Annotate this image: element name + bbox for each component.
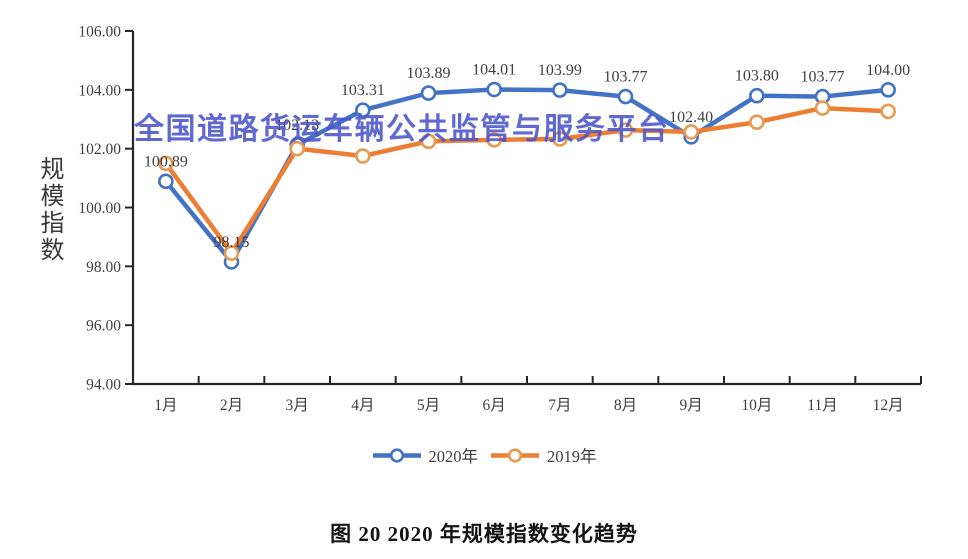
data-label-2020年-1月: 100.89 [144,153,188,170]
data-point-2019年-9月 [683,124,699,140]
y-axis-tick-label: 100.00 [78,200,121,217]
data-point-2019年-1月 [158,155,174,172]
x-axis-tick-label: 6月 [483,397,506,414]
data-point-2020年-6月 [486,81,502,98]
figure-caption: 图 20 2020 年规模指数变化趋势 [330,522,638,546]
legend-label-2019: 2019年 [547,447,597,466]
data-point-2020年-10月 [749,87,765,104]
legend-marker-2019-icon [491,447,539,463]
x-axis-tick-label: 7月 [548,397,571,414]
data-point-2019年-7月 [552,131,568,147]
data-point-2019年-6月 [486,132,502,148]
data-point-2020年-4月 [355,102,371,118]
x-axis-tick-label: 9月 [680,397,703,414]
data-point-2020年-5月 [420,85,437,101]
y-axis-tick-label: 106.00 [78,24,121,41]
data-point-2019年-10月 [749,114,765,130]
data-point-2019年-4月 [355,148,371,164]
data-point-2019年-12月 [880,103,896,120]
data-label-2020年-2月: 98.15 [214,234,250,251]
watermark-text: 全国道路货运车辆公共监管与服务平台 [134,113,670,146]
data-point-2019年-8月 [617,122,634,138]
x-axis-tick-label: 8月 [614,397,637,414]
legend-label-2020: 2020年 [428,447,479,466]
data-point-2019年-2月 [223,245,240,261]
y-axis-tick-label: 102.00 [78,141,121,158]
y-axis-tick-label: 98.00 [86,259,121,276]
x-axis-tick-label: 2月 [220,397,243,414]
y-axis-title: 规模指数 [36,156,62,264]
data-point-2019年-11月 [814,100,831,116]
line-chart: 106.00 104.00 102.00 100.00 98.00 96.00 94.00 1… [78,24,922,414]
data-label-2020年-5月: 103.89 [407,65,451,82]
data-label-2020年-7月: 103.99 [538,62,582,79]
legend-marker-2020-icon [372,447,421,463]
data-label-2020年-12月: 104.00 [866,62,910,79]
data-label-2020年-11月: 103.77 [801,69,845,86]
data-point-2020年-12月 [880,82,896,98]
legend-item-2020: 2020年 [372,443,479,467]
x-axis-tick-label: 4月 [351,397,374,414]
data-label-2020年-8月: 103.77 [604,69,648,86]
series-line-2019年 [163,105,891,256]
data-point-2020年-8月 [617,88,634,105]
x-axis-tick-label: 1月 [154,397,177,414]
x-axis-tick-label: 5月 [417,397,440,414]
data-point-2019年-3月 [289,140,305,157]
x-axis-tick-label: 10月 [741,397,772,414]
data-point-2019年-5月 [420,133,437,150]
y-axis-tick-label: 94.00 [86,377,121,394]
legend-item-2019: 2019年 [490,443,597,467]
data-point-2020年-7月 [552,82,568,98]
data-label-2020年-4月: 103.31 [341,82,385,99]
data-point-2020年-1月 [158,173,174,190]
y-axis-tick-label: 104.00 [78,82,121,99]
x-axis-tick-label: 3月 [286,397,309,414]
y-axis-tick-label: 96.00 [86,318,121,335]
legend: 2020年 2019年 [0,443,968,467]
data-label-2020年-9月: 102.40 [669,109,713,126]
x-axis-tick-label: 11月 [807,397,837,414]
x-axis-tick-label: 12月 [873,397,904,414]
data-label-2020年-3月: 102.13 [275,117,319,134]
data-label-2020年-6月: 104.01 [472,62,516,79]
data-label-2020年-10月: 103.80 [735,68,779,85]
